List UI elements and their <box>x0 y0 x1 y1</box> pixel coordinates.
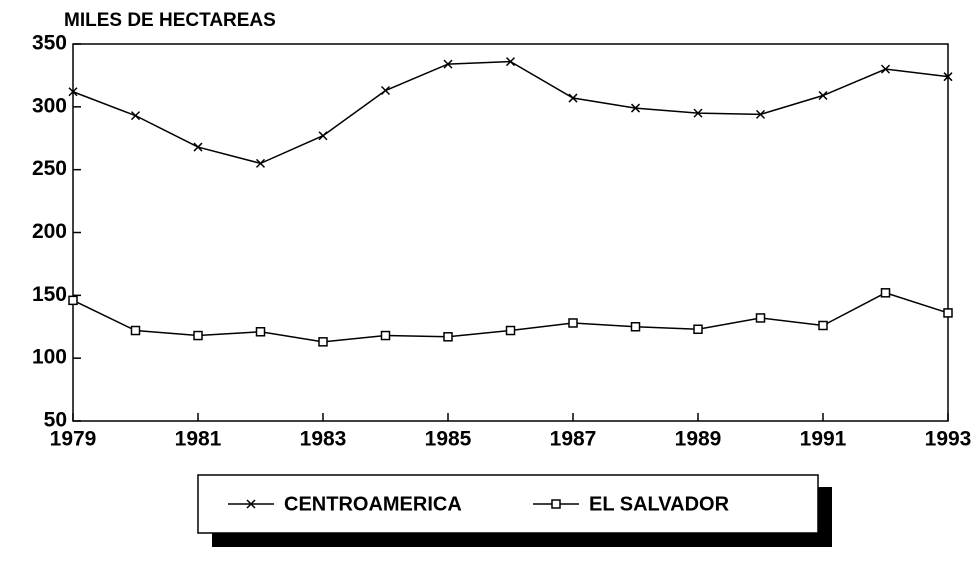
legend-label: CENTROAMERICA <box>284 493 462 515</box>
x-tick-label: 1987 <box>550 428 597 451</box>
marker-x <box>193 142 203 152</box>
legend-box <box>197 474 819 534</box>
marker-x <box>880 64 891 74</box>
y-tick-label: 200 <box>32 220 67 243</box>
marker-x <box>68 87 78 97</box>
x-tick-label: 1985 <box>425 428 472 451</box>
marker-square <box>130 325 141 336</box>
marker-square <box>68 295 78 306</box>
marker-x <box>255 158 266 168</box>
marker-square <box>568 318 578 328</box>
x-tick-label: 1983 <box>300 428 347 451</box>
marker-square <box>880 288 891 298</box>
y-tick-label: 250 <box>32 157 67 180</box>
y-tick-label: 350 <box>32 32 67 55</box>
marker-x <box>318 131 328 141</box>
y-tick-label: 50 <box>44 409 67 432</box>
y-axis-label: MILES DE HECTAREAS <box>64 10 276 31</box>
x-tick-label: 1979 <box>50 428 97 451</box>
marker-x <box>568 93 578 103</box>
y-tick-label: 100 <box>32 346 67 369</box>
legend-marker <box>246 499 256 509</box>
marker-square <box>380 330 391 341</box>
marker-x <box>443 59 453 69</box>
marker-square <box>318 337 328 347</box>
marker-square <box>193 330 203 341</box>
marker-x <box>505 57 516 67</box>
marker-x <box>630 103 641 113</box>
marker-x <box>693 108 703 118</box>
x-tick-label: 1989 <box>675 428 722 451</box>
x-tick-label: 1981 <box>175 428 222 451</box>
legend-label: EL SALVADOR <box>589 493 730 515</box>
line <box>72 60 949 165</box>
marker-square <box>505 325 516 336</box>
marker-x <box>943 72 953 82</box>
legend-marker <box>551 499 561 509</box>
plot-frame <box>72 43 949 422</box>
marker-square <box>755 313 766 323</box>
marker-square <box>943 308 953 318</box>
marker-square <box>630 322 641 332</box>
marker-x <box>755 109 766 119</box>
y-tick-label: 150 <box>32 283 67 306</box>
y-tick-label: 300 <box>32 94 67 117</box>
marker-square <box>255 327 266 337</box>
x-tick-label: 1991 <box>800 428 847 451</box>
marker-x <box>380 85 391 96</box>
x-tick-label: 1993 <box>925 428 972 451</box>
marker-square <box>818 320 828 331</box>
marker-x <box>130 111 141 121</box>
marker-x <box>818 90 828 101</box>
marker-square <box>693 324 703 335</box>
marker-square <box>443 332 453 342</box>
